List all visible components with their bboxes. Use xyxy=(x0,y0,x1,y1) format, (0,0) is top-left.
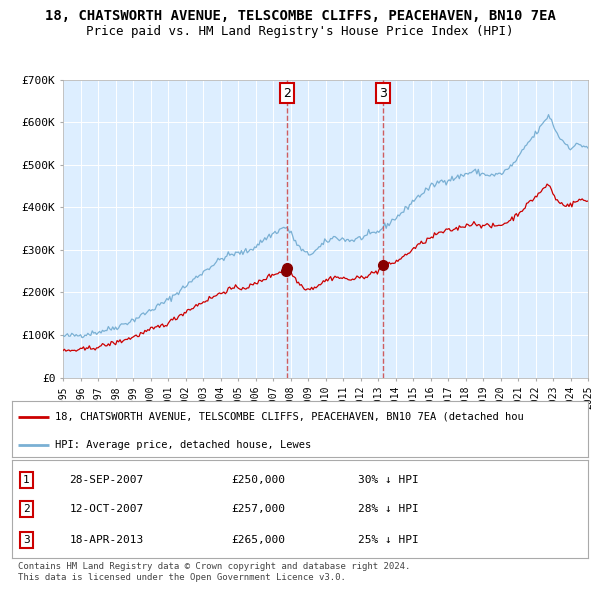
Text: Contains HM Land Registry data © Crown copyright and database right 2024.: Contains HM Land Registry data © Crown c… xyxy=(18,562,410,571)
Text: 3: 3 xyxy=(379,87,387,100)
Text: 18, CHATSWORTH AVENUE, TELSCOMBE CLIFFS, PEACEHAVEN, BN10 7EA: 18, CHATSWORTH AVENUE, TELSCOMBE CLIFFS,… xyxy=(44,9,556,23)
Text: HPI: Average price, detached house, Lewes: HPI: Average price, detached house, Lewe… xyxy=(55,440,311,450)
Text: £257,000: £257,000 xyxy=(231,504,285,514)
Text: 3: 3 xyxy=(23,535,30,545)
Text: 25% ↓ HPI: 25% ↓ HPI xyxy=(358,535,418,545)
Text: 28-SEP-2007: 28-SEP-2007 xyxy=(70,475,144,484)
Text: 18, CHATSWORTH AVENUE, TELSCOMBE CLIFFS, PEACEHAVEN, BN10 7EA (detached hou: 18, CHATSWORTH AVENUE, TELSCOMBE CLIFFS,… xyxy=(55,412,524,422)
Text: This data is licensed under the Open Government Licence v3.0.: This data is licensed under the Open Gov… xyxy=(18,573,346,582)
Text: 2: 2 xyxy=(283,87,290,100)
Text: 30% ↓ HPI: 30% ↓ HPI xyxy=(358,475,418,484)
Text: 2: 2 xyxy=(23,504,30,514)
Text: 1: 1 xyxy=(23,475,30,484)
Text: 28% ↓ HPI: 28% ↓ HPI xyxy=(358,504,418,514)
Text: Price paid vs. HM Land Registry's House Price Index (HPI): Price paid vs. HM Land Registry's House … xyxy=(86,25,514,38)
Text: 12-OCT-2007: 12-OCT-2007 xyxy=(70,504,144,514)
Text: 18-APR-2013: 18-APR-2013 xyxy=(70,535,144,545)
Text: £250,000: £250,000 xyxy=(231,475,285,484)
Text: £265,000: £265,000 xyxy=(231,535,285,545)
